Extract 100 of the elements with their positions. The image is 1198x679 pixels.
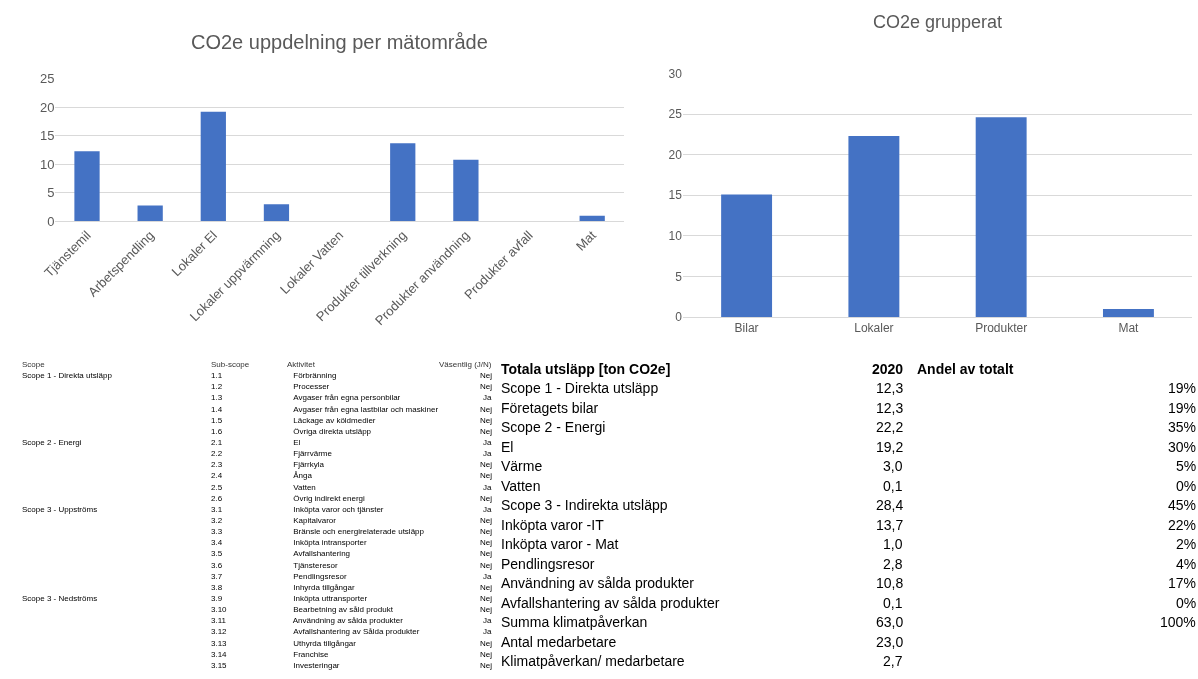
bar <box>721 194 773 318</box>
text: 1.2 Processer <box>211 382 330 391</box>
text: 2% <box>1176 536 1197 552</box>
x-tick-label: Mat <box>1118 321 1140 336</box>
text: 45% <box>1168 497 1197 513</box>
category-label: Andel av totalt <box>917 361 1014 377</box>
text: 1.3 Avgaser från egna personbilar <box>211 393 401 402</box>
text: Scope 1 - Direkta utsläpp <box>22 371 113 380</box>
text: 3.2 Kapitalvaror <box>211 516 336 525</box>
text: 3.7 Pendlingsresor <box>211 572 347 581</box>
x-tick-label: Mat <box>572 227 600 254</box>
text: 3.14 Franchise <box>211 650 329 659</box>
y-tick-label: 20 <box>39 99 55 115</box>
text: 2.6 Övrig indirekt energi <box>211 494 365 503</box>
category-label: Väsentlig (J/N) <box>439 360 492 369</box>
text: 22,2 <box>876 419 904 435</box>
text: Summa klimatpåverkan <box>501 614 648 630</box>
y-tick-label: 10 <box>668 229 683 244</box>
text: 28,4 <box>876 497 904 513</box>
text: Nej <box>480 427 493 436</box>
text: 0% <box>1176 478 1197 494</box>
text: 19,2 <box>876 439 904 455</box>
text: Ja <box>483 505 492 514</box>
text: 23,0 <box>876 634 904 650</box>
text: 3.1 Inköpta varor och tjänster <box>211 505 384 514</box>
text: Ja <box>483 627 492 636</box>
text: Nej <box>480 460 493 469</box>
text: Nej <box>480 416 493 425</box>
x-tick-label: Lokaler <box>854 321 894 336</box>
text: 2.1 El <box>211 438 301 447</box>
text: Nej <box>480 382 493 391</box>
text: Nej <box>480 583 493 592</box>
y-tick-label: 15 <box>668 188 683 203</box>
text: Företagets bilar <box>501 400 599 416</box>
text: Antal medarbetare <box>501 634 617 650</box>
text: 5% <box>1176 458 1197 474</box>
text: 2.5 Vatten <box>211 483 316 492</box>
text: 12,3 <box>876 400 904 416</box>
text: 19% <box>1168 400 1197 416</box>
x-tick-label: Bilar <box>734 321 759 336</box>
text: 2.4 Ånga <box>211 471 312 480</box>
text: 4% <box>1176 556 1197 572</box>
text: 30% <box>1168 439 1197 455</box>
text: Nej <box>480 527 493 536</box>
text: 17% <box>1168 575 1197 591</box>
text: Nej <box>480 471 493 480</box>
bar <box>975 117 1027 318</box>
text: 63,0 <box>876 614 904 630</box>
text: Ja <box>483 572 492 581</box>
text: 1.5 Läckage av köldmedier <box>211 416 376 425</box>
text: Användning av sålda produkter <box>501 575 695 591</box>
text: Nej <box>480 650 493 659</box>
text: Ja <box>483 393 492 402</box>
text: Ja <box>483 438 492 447</box>
y-tick-label: 30 <box>668 66 683 81</box>
text: El <box>501 439 514 455</box>
text: Pendlingsresor <box>501 556 595 572</box>
text: Nej <box>480 661 493 670</box>
text: Ja <box>483 616 492 625</box>
text: Nej <box>480 605 493 614</box>
text: 3.15 Investeringar <box>211 661 340 670</box>
y-tick-label: 25 <box>668 107 683 122</box>
text: 3.11 Användning av sålda produkter <box>211 616 403 625</box>
text: 1.6 Övriga direkta utsläpp <box>211 427 372 436</box>
text: 3.9 Inköpta uttransporter <box>211 594 368 603</box>
text: Vatten <box>501 478 541 494</box>
text: 12,3 <box>876 380 904 396</box>
text: 100% <box>1160 614 1196 630</box>
bar <box>74 151 100 222</box>
text: 2,7 <box>883 653 903 669</box>
chart-title: CO2e grupperat <box>873 12 1003 32</box>
text: 2.2 Fjärrvärme <box>211 449 332 458</box>
text: Nej <box>480 594 493 603</box>
text: 3.3 Bränsle och energirelaterade utsläpp <box>211 527 424 536</box>
bar <box>1102 308 1154 318</box>
bar <box>390 143 416 222</box>
y-tick-label: 5 <box>47 185 55 201</box>
text: 0,1 <box>883 595 903 611</box>
x-tick-label: Produkter <box>975 321 1028 336</box>
text: Scope 1 - Direkta utsläpp <box>501 380 659 396</box>
text: 3.10 Bearbetning av såld produkt <box>211 605 393 614</box>
bar <box>848 135 900 318</box>
text: 1.4 Avgaser från egna lastbilar och maskiner <box>211 405 439 414</box>
text: 0% <box>1176 595 1197 611</box>
text: Avfallshantering av sålda produkter <box>501 595 720 611</box>
y-tick-label: 10 <box>39 156 55 172</box>
text: Nej <box>480 639 493 648</box>
text: 13,7 <box>876 517 904 533</box>
y-tick-label: 0 <box>47 214 55 230</box>
text: 35% <box>1168 419 1197 435</box>
text: 10,8 <box>876 575 904 591</box>
text: 3.5 Avfallshantering <box>211 549 351 558</box>
y-tick-label: 15 <box>39 128 55 144</box>
text: Nej <box>480 371 493 380</box>
text: Scope 2 - Energi <box>22 438 82 447</box>
text: 3.6 Tjänsteresor <box>211 561 338 570</box>
text: 1,0 <box>883 536 903 552</box>
text: Nej <box>480 405 493 414</box>
text: Scope 3 - Indirekta utsläpp <box>501 497 668 513</box>
text: Ja <box>483 483 492 492</box>
